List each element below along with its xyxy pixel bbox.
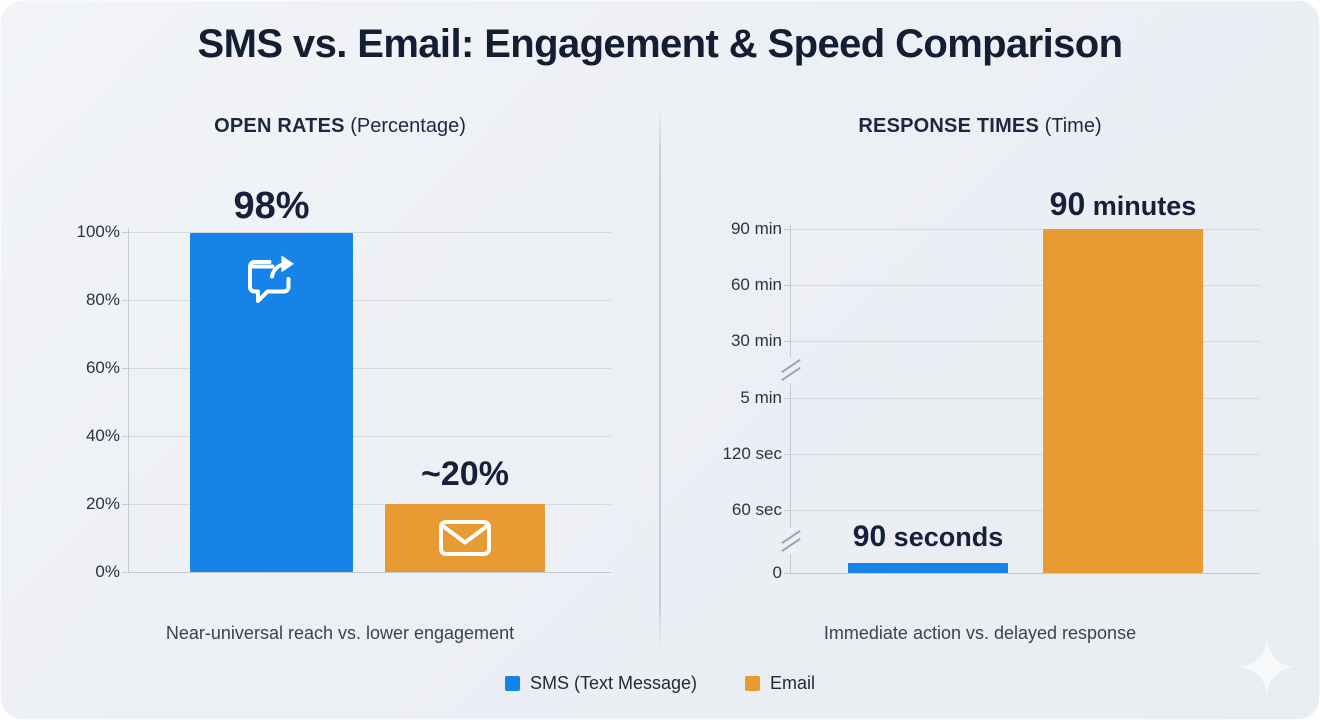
corner-mask-bottom-right xyxy=(1298,698,1320,720)
value-label-email-response-time: 90 minutes xyxy=(1013,186,1233,223)
y-tick-label-5-min: 5 min xyxy=(740,388,782,407)
value-label-sms-open-rate: 98% xyxy=(190,185,353,228)
value-label-email-open-rate: ~20% xyxy=(385,455,545,494)
gridline-90-min xyxy=(790,229,1260,230)
value-label-email-open-rate-text: ~20% xyxy=(421,455,509,493)
y-tick-label-120-sec: 120 sec xyxy=(722,444,782,463)
square-swatch-icon-email xyxy=(745,676,761,691)
value-label-email-response-time-num: 90 xyxy=(1049,186,1086,222)
axis-break-upper-icon xyxy=(778,357,804,383)
x-axis-baseline xyxy=(790,573,1260,574)
panel-divider xyxy=(659,108,661,648)
legend-item-email[interactable]: Email xyxy=(745,673,815,694)
value-label-email-response-time-unit: minutes xyxy=(1092,191,1197,221)
value-label-sms-response-time-unit: seconds xyxy=(893,522,1004,552)
gridline-30-min xyxy=(790,341,1260,342)
y-tick-label-0: 0 xyxy=(772,563,782,582)
panel-header-response-times: RESPONSE TIMES (Time) xyxy=(680,115,1280,138)
caption-open-rates: Near-universal reach vs. lower engagemen… xyxy=(165,623,515,643)
panel-header-response-times-strong: RESPONSE TIMES xyxy=(858,115,1040,137)
y-tick-30-min xyxy=(784,341,790,342)
y-tick-40 xyxy=(122,436,128,437)
chart-response-times: 90 min 60 min 30 min 5 min 120 sec 60 se… xyxy=(660,0,1320,660)
panel-header-response-times-light: (Time) xyxy=(1044,115,1102,137)
y-tick-0 xyxy=(122,572,128,573)
bar-sms-response-time[interactable] xyxy=(848,563,1008,573)
y-tick-120-sec xyxy=(784,454,790,455)
legend-label-email: Email xyxy=(770,673,816,693)
gridline-20 xyxy=(128,504,611,505)
legend-label-sms: SMS (Text Message) xyxy=(529,673,698,693)
message-forward-icon xyxy=(236,245,308,317)
y-tick-label-90-min: 90 min xyxy=(730,219,782,238)
y-tick-20 xyxy=(122,504,128,505)
gridline-40 xyxy=(128,436,611,437)
y-tick-60 xyxy=(122,368,128,369)
y-tick-label-60-min: 60 min xyxy=(730,275,782,294)
gridline-120-sec xyxy=(790,454,1260,455)
value-label-sms-response-time-num: 90 xyxy=(852,520,887,553)
corner-mask-bottom-left xyxy=(0,698,22,720)
y-tick-80 xyxy=(122,300,128,301)
gridline-60-min xyxy=(790,285,1260,286)
bar-email-open-rate[interactable] xyxy=(385,504,545,572)
y-tick-label-20: 20% xyxy=(85,494,120,513)
y-axis-line xyxy=(790,225,791,573)
value-label-sms-open-rate-text: 98% xyxy=(233,185,310,227)
gridline-80 xyxy=(128,300,611,301)
value-label-sms-response-time: 90 seconds xyxy=(838,520,1018,554)
sparkle-icon xyxy=(1240,638,1294,696)
envelope-icon xyxy=(434,515,496,561)
chart-legend: SMS (Text Message) Email xyxy=(0,673,1320,694)
gridline-5-min xyxy=(790,398,1260,399)
caption-response-times: Immediate action vs. delayed response xyxy=(823,623,1137,643)
corner-mask-top-left xyxy=(0,0,22,22)
x-axis-baseline xyxy=(128,572,611,573)
y-tick-label-60: 60% xyxy=(85,358,120,377)
y-tick-label-100: 100% xyxy=(76,222,120,241)
gridline-60 xyxy=(128,368,611,369)
bar-email-response-time[interactable] xyxy=(1043,229,1203,573)
y-tick-0 xyxy=(784,573,790,574)
y-tick-label-0: 0% xyxy=(95,562,120,581)
gridline-60-sec xyxy=(790,510,1260,511)
panel-header-open-rates-light: (Percentage) xyxy=(350,115,466,137)
y-tick-60-sec xyxy=(784,510,790,511)
y-tick-100 xyxy=(122,232,128,233)
y-tick-90-min xyxy=(784,229,790,230)
panel-header-open-rates: OPEN RATES (Percentage) xyxy=(40,115,640,138)
gridline-100 xyxy=(128,232,611,233)
y-tick-label-40: 40% xyxy=(85,426,120,445)
y-axis-line xyxy=(128,228,129,573)
legend-item-sms[interactable]: SMS (Text Message) xyxy=(504,673,698,694)
chart-open-rates: 100% 80% 60% 40% 20% 0% xyxy=(0,0,660,660)
axis-break-lower-icon xyxy=(778,528,804,554)
y-tick-label-60-sec: 60 sec xyxy=(731,500,782,519)
y-tick-label-30-min: 30 min xyxy=(730,331,782,350)
y-tick-5-min xyxy=(784,398,790,399)
square-swatch-icon-sms xyxy=(504,676,520,691)
page-title: SMS vs. Email: Engagement & Speed Compar… xyxy=(197,22,1124,66)
panel-header-open-rates-strong: OPEN RATES xyxy=(214,115,345,137)
y-tick-label-80: 80% xyxy=(85,290,120,309)
y-tick-60-min xyxy=(784,285,790,286)
corner-mask-top-right xyxy=(1298,0,1320,22)
